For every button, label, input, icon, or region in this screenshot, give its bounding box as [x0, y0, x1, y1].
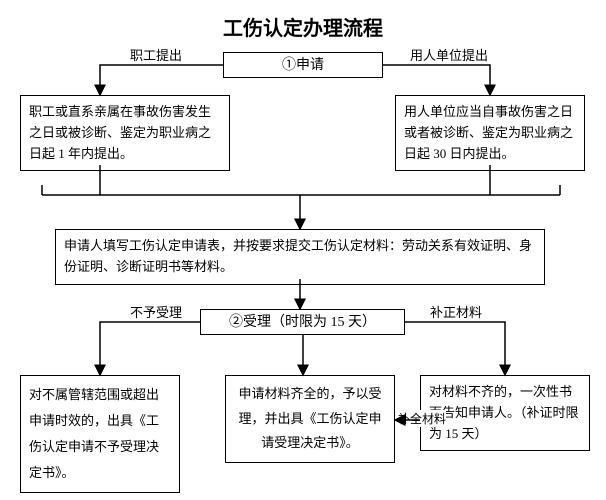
label-not-accepted: 不予受理: [130, 302, 182, 321]
node-employee-rule-text: 职工或直系亲属在事故伤害发生之日或被诊断、鉴定为职业病之日起 1 年内提出。: [29, 104, 211, 161]
node-complete-text: 申请材料齐全的，予以受理，并出具《工伤认定申请受理决定书》。: [238, 386, 381, 450]
node-fill-form-text: 申请人填写工伤认定申请表，并按要求提交工伤认定材料：劳动关系有效证明、身份证明、…: [64, 238, 532, 274]
node-accept-text: ②受理（时限为 15 天）: [229, 315, 376, 330]
node-accept: ②受理（时限为 15 天）: [200, 309, 405, 335]
node-reject: 对不属管辖范围或超出申请时效的，出具《工伤认定申请不予受理决定书》。: [20, 375, 180, 493]
label-employee-submit: 职工提出: [130, 45, 182, 64]
node-employee-rule: 职工或直系亲属在事故伤害发生之日或被诊断、鉴定为职业病之日起 1 年内提出。: [20, 95, 230, 171]
page-title: 工伤认定办理流程: [0, 12, 606, 41]
label-supplement2: 补全材料: [398, 410, 446, 427]
node-employer-rule: 用人单位应当自事故伤害之日或者被诊断、鉴定为职业病之日起 30 日内提出。: [395, 95, 585, 171]
node-complete: 申请材料齐全的，予以受理，并出具《工伤认定申请受理决定书》。: [225, 375, 395, 463]
node-employer-rule-text: 用人单位应当自事故伤害之日或者被诊断、鉴定为职业病之日起 30 日内提出。: [404, 104, 573, 161]
label-employer-submit: 用人单位提出: [410, 45, 488, 64]
node-reject-text: 对不属管辖范围或超出申请时效的，出具《工伤认定申请不予受理决定书》。: [29, 387, 159, 480]
node-apply-text: ①申请: [282, 58, 324, 73]
node-fill-form: 申请人填写工伤认定申请表，并按要求提交工伤认定材料：劳动关系有效证明、身份证明、…: [55, 229, 545, 285]
node-apply: ①申请: [223, 52, 383, 78]
node-incomplete-text: 对材料不齐的，一次性书面告知申请人。（补证时限为 15 天）: [429, 384, 579, 441]
label-supplement: 补正材料: [430, 302, 482, 321]
